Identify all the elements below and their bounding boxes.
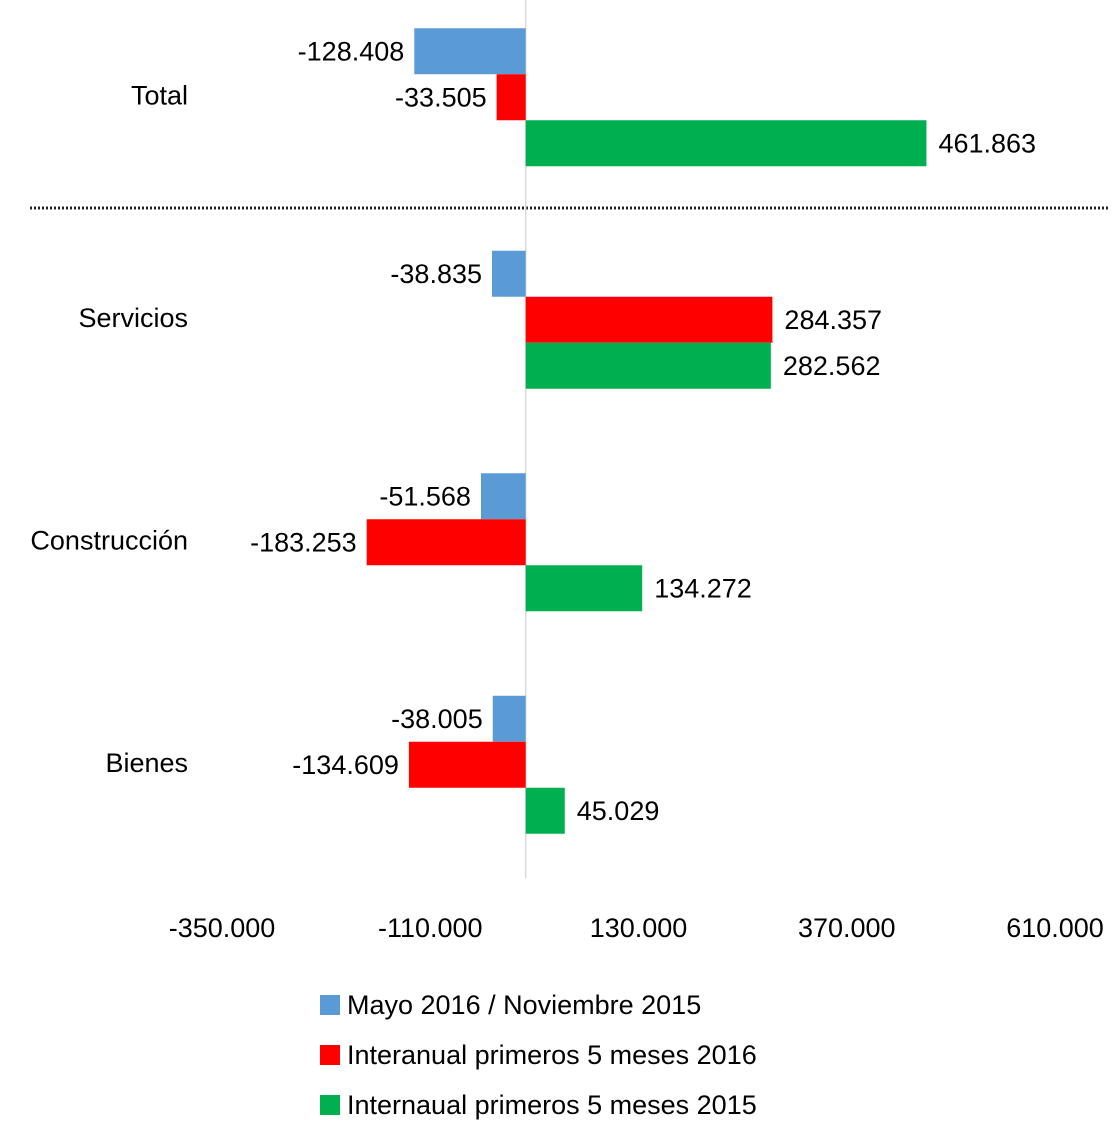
bar bbox=[366, 519, 526, 566]
bar bbox=[492, 695, 526, 742]
x-tick-label: -350.000 bbox=[169, 913, 276, 943]
bar bbox=[408, 741, 526, 788]
legend-label: Internaual primeros 5 meses 2015 bbox=[347, 1090, 757, 1120]
value-label: -38.835 bbox=[390, 259, 482, 289]
legend-swatch bbox=[320, 995, 340, 1015]
bar bbox=[480, 473, 526, 520]
bar bbox=[492, 250, 526, 297]
legend-label: Interanual primeros 5 meses 2016 bbox=[347, 1040, 757, 1070]
bar bbox=[525, 565, 643, 612]
bar bbox=[414, 28, 526, 75]
x-tick-label: 130.000 bbox=[590, 913, 688, 943]
bar bbox=[496, 74, 526, 121]
value-label: -51.568 bbox=[379, 481, 471, 511]
value-label: 461.863 bbox=[938, 128, 1036, 158]
category-label: Servicios bbox=[78, 303, 188, 333]
category-label: Total bbox=[131, 80, 188, 110]
legend-swatch bbox=[320, 1095, 340, 1115]
value-label: 134.272 bbox=[654, 573, 752, 603]
legend-swatch bbox=[320, 1045, 340, 1065]
value-label: -134.609 bbox=[292, 750, 399, 780]
category-label: Construcción bbox=[30, 525, 188, 555]
value-label: 282.562 bbox=[783, 351, 881, 381]
x-tick-label: 610.000 bbox=[1006, 913, 1104, 943]
x-tick-label: -110.000 bbox=[378, 913, 483, 943]
value-label: -183.253 bbox=[250, 527, 357, 557]
category-label: Bienes bbox=[105, 748, 188, 778]
bar bbox=[525, 296, 773, 343]
bar bbox=[525, 120, 927, 167]
x-tick-label: 370.000 bbox=[798, 913, 896, 943]
bar bbox=[525, 787, 565, 834]
value-label: 284.357 bbox=[784, 305, 882, 335]
legend-label: Mayo 2016 / Noviembre 2015 bbox=[347, 990, 701, 1020]
value-label: -33.505 bbox=[395, 82, 487, 112]
value-label: 45.029 bbox=[577, 796, 660, 826]
value-label: -128.408 bbox=[298, 36, 405, 66]
value-label: -38.005 bbox=[391, 704, 483, 734]
bar bbox=[525, 342, 771, 389]
